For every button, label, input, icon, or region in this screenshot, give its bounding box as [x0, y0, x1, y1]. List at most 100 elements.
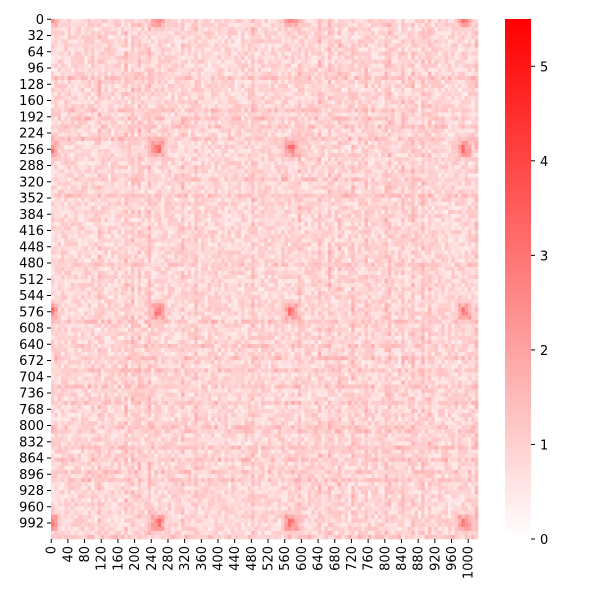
- heatmap-cell: [247, 120, 252, 125]
- heatmap-cell: [87, 55, 92, 60]
- heatmap-cell: [84, 165, 88, 170]
- heatmap-cell: [274, 140, 279, 146]
- heatmap-cell: [197, 71, 202, 77]
- heatmap-cell: [121, 165, 125, 170]
- heatmap-cell: [147, 75, 152, 81]
- heatmap-cell: [264, 153, 269, 158]
- heatmap-cell: [191, 39, 195, 44]
- heatmap-cell: [64, 71, 68, 77]
- heatmap-cell: [77, 100, 82, 105]
- heatmap-cell: [474, 128, 479, 134]
- heatmap-cell: [311, 39, 315, 44]
- heatmap-cell: [51, 165, 55, 170]
- heatmap-cell: [454, 100, 459, 105]
- heatmap-cell: [54, 124, 58, 129]
- heatmap-cell: [341, 128, 345, 134]
- heatmap-cell: [127, 59, 132, 64]
- heatmap-cell: [54, 177, 58, 182]
- heatmap-cell: [291, 108, 295, 113]
- heatmap-cell: [297, 92, 302, 97]
- heatmap-cell: [257, 39, 262, 44]
- heatmap-cell: [327, 153, 332, 158]
- heatmap-cell: [104, 23, 109, 28]
- heatmap-cell: [107, 43, 112, 48]
- heatmap-cell: [344, 84, 349, 89]
- heatmap-cell: [437, 23, 442, 28]
- heatmap-cell: [154, 19, 159, 24]
- heatmap-cell: [417, 79, 422, 85]
- heatmap-cell: [221, 124, 225, 129]
- heatmap-cell: [114, 132, 119, 138]
- heatmap-cell: [131, 136, 135, 142]
- heatmap-cell: [471, 169, 475, 174]
- heatmap-cell: [224, 144, 229, 150]
- heatmap-cell: [221, 75, 225, 81]
- heatmap-cell: [394, 96, 399, 101]
- heatmap-cell: [121, 100, 125, 105]
- heatmap-cell: [317, 31, 322, 36]
- heatmap-cell: [244, 88, 249, 93]
- heatmap-cell: [224, 47, 229, 52]
- heatmap-cell: [51, 39, 55, 44]
- heatmap-cell: [171, 96, 175, 101]
- heatmap-cell: [207, 144, 212, 150]
- heatmap-cell: [277, 92, 282, 97]
- heatmap-cell: [237, 108, 242, 113]
- heatmap-cell: [317, 79, 322, 85]
- heatmap-cell: [337, 149, 342, 154]
- heatmap-cell: [471, 116, 475, 121]
- heatmap-cell: [51, 88, 55, 93]
- heatmap-cell: [407, 136, 412, 142]
- heatmap-cell: [227, 31, 232, 36]
- heatmap-cell: [301, 47, 305, 52]
- heatmap-cell: [404, 128, 409, 134]
- heatmap-cell: [127, 27, 132, 32]
- heatmap-cell: [381, 165, 385, 170]
- heatmap-cell: [171, 173, 175, 178]
- heatmap-cell: [174, 169, 179, 174]
- heatmap-cell: [171, 19, 175, 24]
- heatmap-cell: [147, 169, 152, 174]
- heatmap-cell: [211, 92, 215, 97]
- heatmap-cell: [287, 43, 292, 48]
- heatmap-cell: [241, 165, 245, 170]
- heatmap-cell: [414, 19, 419, 24]
- heatmap-cell: [161, 149, 165, 154]
- heatmap-cell: [57, 71, 62, 77]
- heatmap-cell: [171, 88, 175, 93]
- heatmap-cell: [451, 59, 455, 64]
- heatmap-cell: [117, 39, 122, 44]
- heatmap-cell: [444, 88, 449, 93]
- heatmap-cell: [207, 96, 212, 101]
- heatmap-cell: [377, 104, 382, 109]
- heatmap-cell: [427, 96, 432, 101]
- heatmap-cell: [421, 79, 425, 85]
- heatmap-cell: [411, 23, 415, 28]
- heatmap-cell: [174, 161, 179, 166]
- heatmap-cell: [264, 120, 269, 125]
- heatmap-cell: [307, 173, 312, 178]
- heatmap-cell: [124, 173, 129, 178]
- heatmap-cell: [274, 84, 279, 89]
- heatmap-cell: [394, 59, 399, 64]
- heatmap-cell: [437, 43, 442, 48]
- heatmap-cell: [354, 128, 359, 134]
- heatmap-cell: [321, 124, 325, 129]
- heatmap-cell: [114, 140, 119, 146]
- heatmap-cell: [241, 124, 245, 129]
- heatmap-cell: [364, 108, 369, 113]
- heatmap-cell: [384, 140, 389, 146]
- heatmap-cell: [121, 84, 125, 89]
- heatmap-cell: [54, 19, 58, 24]
- heatmap-cell: [117, 59, 122, 64]
- heatmap-cell: [254, 27, 259, 32]
- heatmap-cell: [367, 23, 372, 28]
- heatmap-cell: [117, 169, 122, 174]
- heatmap-cell: [104, 71, 109, 77]
- heatmap-cell: [154, 124, 159, 129]
- heatmap-cell: [114, 112, 119, 117]
- heatmap-cell: [61, 108, 65, 113]
- heatmap-cell: [177, 153, 182, 158]
- heatmap-cell: [194, 165, 199, 170]
- heatmap-cell: [107, 108, 112, 113]
